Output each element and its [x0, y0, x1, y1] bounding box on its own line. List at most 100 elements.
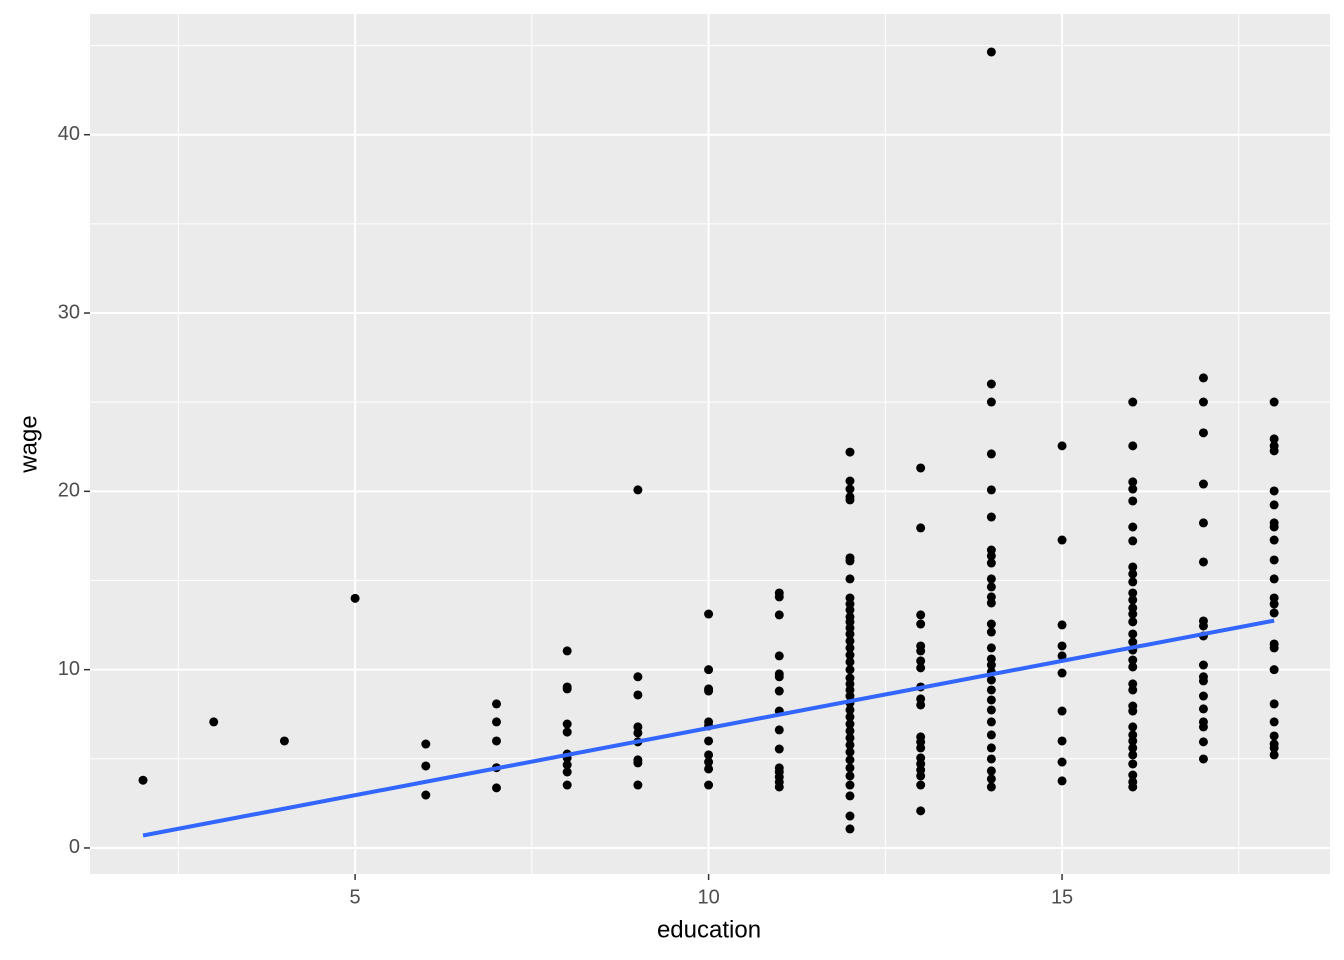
point — [1128, 629, 1138, 639]
point — [1198, 676, 1208, 686]
point — [704, 686, 714, 696]
point — [986, 619, 996, 629]
point — [491, 783, 501, 793]
point — [1128, 637, 1138, 647]
point — [1128, 685, 1138, 695]
point — [845, 650, 855, 660]
point — [1269, 535, 1279, 545]
point — [1269, 500, 1279, 510]
point — [845, 605, 855, 615]
point — [986, 397, 996, 407]
point — [1269, 446, 1279, 456]
point — [845, 705, 855, 715]
point — [1128, 496, 1138, 506]
point — [774, 725, 784, 735]
point — [986, 743, 996, 753]
point — [986, 512, 996, 522]
point — [774, 672, 784, 682]
point — [1128, 477, 1138, 487]
point — [845, 556, 855, 566]
point — [986, 582, 996, 592]
point — [1057, 651, 1067, 661]
point — [491, 699, 501, 709]
point — [1128, 759, 1138, 769]
point — [1128, 588, 1138, 598]
point — [916, 780, 926, 790]
y-tick-label: 10 — [58, 658, 80, 680]
point — [209, 717, 219, 727]
x-tick-label: 5 — [350, 886, 361, 908]
point — [916, 700, 926, 710]
panel — [90, 14, 1330, 874]
point — [1269, 574, 1279, 584]
point — [1128, 595, 1138, 605]
point — [1198, 621, 1208, 631]
point — [986, 717, 996, 727]
point — [774, 592, 784, 602]
point — [1128, 655, 1138, 665]
point — [1128, 662, 1138, 672]
point — [1269, 434, 1279, 444]
point — [845, 629, 855, 639]
point — [845, 771, 855, 781]
trend-line — [142, 618, 1275, 838]
point — [633, 485, 643, 495]
point — [562, 684, 572, 694]
point — [1269, 486, 1279, 496]
x-tick-label: 10 — [697, 886, 719, 908]
point — [916, 656, 926, 666]
y-tick-label: 40 — [58, 123, 80, 145]
point — [704, 665, 714, 675]
point — [986, 379, 996, 389]
point — [774, 686, 784, 696]
point — [986, 774, 996, 784]
point — [1269, 699, 1279, 709]
point — [1057, 535, 1067, 545]
point — [845, 719, 855, 729]
point — [1128, 782, 1138, 792]
point — [633, 672, 643, 682]
point — [633, 728, 643, 738]
point — [986, 705, 996, 715]
point — [845, 791, 855, 801]
point — [421, 761, 431, 771]
point — [562, 727, 572, 737]
point — [1269, 522, 1279, 532]
point — [1057, 620, 1067, 630]
point — [1128, 722, 1138, 732]
x-tick-label: 15 — [1051, 886, 1073, 908]
point — [1198, 691, 1208, 701]
point — [1057, 757, 1067, 767]
point — [1198, 737, 1208, 747]
point — [986, 730, 996, 740]
point — [1269, 743, 1279, 753]
point — [845, 726, 855, 736]
point — [986, 627, 996, 637]
point — [279, 736, 289, 746]
point — [845, 740, 855, 750]
point — [1269, 608, 1279, 618]
point — [1269, 750, 1279, 760]
point — [1128, 706, 1138, 716]
point — [1198, 397, 1208, 407]
point — [986, 695, 996, 705]
y-tick-label: 0 — [69, 836, 80, 858]
point — [986, 754, 996, 764]
point — [845, 657, 855, 667]
point — [845, 495, 855, 505]
point — [845, 811, 855, 821]
point — [845, 574, 855, 584]
point — [704, 764, 714, 774]
point — [916, 523, 926, 533]
point — [916, 743, 926, 753]
point — [845, 484, 855, 494]
point — [845, 636, 855, 646]
point — [986, 782, 996, 792]
point — [491, 736, 501, 746]
point — [845, 763, 855, 773]
point — [1128, 743, 1138, 753]
point — [1057, 706, 1067, 716]
point — [845, 733, 855, 743]
